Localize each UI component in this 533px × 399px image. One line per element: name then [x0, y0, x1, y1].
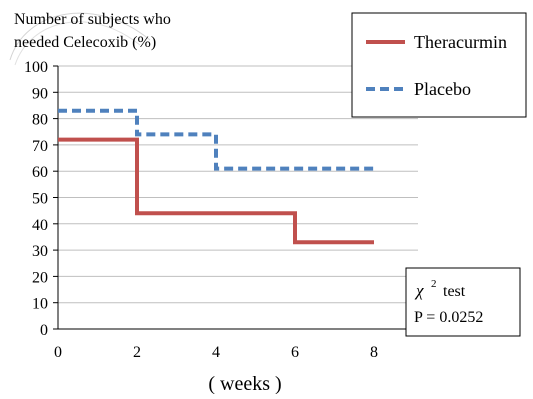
- y-tick-label-70: 70: [32, 138, 48, 155]
- series-lines: [58, 108, 374, 245]
- stat-annotation: χ 2 test P = 0.0252: [405, 267, 521, 337]
- y-axis-label-line-2: needed Celecoxib (%): [14, 34, 156, 51]
- x-tick-label-0: 0: [54, 344, 62, 361]
- legend: Theracurmin Placebo: [351, 12, 527, 118]
- annotation-box: [405, 267, 521, 337]
- legend-label-theracurmin: Theracurmin: [414, 32, 507, 52]
- series-line-theracurmin: [58, 137, 374, 245]
- x-tick-label-2: 2: [133, 344, 141, 361]
- y-tick-label-80: 80: [32, 112, 48, 129]
- watermark-arc-inner: [14, 21, 141, 66]
- y-tick-label-40: 40: [32, 217, 48, 234]
- series-line-placebo: [58, 108, 374, 171]
- y-tick-label-20: 20: [32, 269, 48, 286]
- grid-lines: [58, 65, 418, 304]
- x-tick-labels: 0 2 4 6 8: [54, 344, 378, 361]
- y-tick-label-90: 90: [32, 85, 48, 102]
- x-tick-label-6: 6: [291, 344, 299, 361]
- y-tick-label-100: 100: [24, 59, 48, 76]
- y-tick-label-30: 30: [32, 243, 48, 260]
- watermark-arc: [9, 12, 151, 61]
- y-axis-label-line-1: Number of subjects who: [14, 11, 171, 28]
- y-tick-labels: 0 10 20 30 40 50 60 70 80 90 100: [24, 59, 48, 339]
- x-tick-label-4: 4: [212, 344, 220, 361]
- p-value: P = 0.0252: [414, 309, 483, 326]
- chi-superscript: 2: [431, 278, 437, 290]
- x-tick-label-8: 8: [370, 344, 378, 361]
- x-axis-label: ( weeks ): [208, 373, 281, 394]
- y-tick-label-60: 60: [32, 164, 48, 181]
- legend-box: [351, 12, 527, 118]
- chi-symbol: χ: [414, 281, 424, 300]
- legend-label-placebo: Placebo: [414, 79, 471, 99]
- test-label: test: [443, 283, 466, 300]
- y-tick-label-0: 0: [40, 322, 48, 339]
- y-tick-label-50: 50: [32, 191, 48, 208]
- y-tick-label-10: 10: [32, 296, 48, 313]
